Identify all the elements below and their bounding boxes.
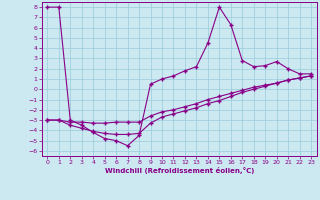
X-axis label: Windchill (Refroidissement éolien,°C): Windchill (Refroidissement éolien,°C) bbox=[105, 167, 254, 174]
